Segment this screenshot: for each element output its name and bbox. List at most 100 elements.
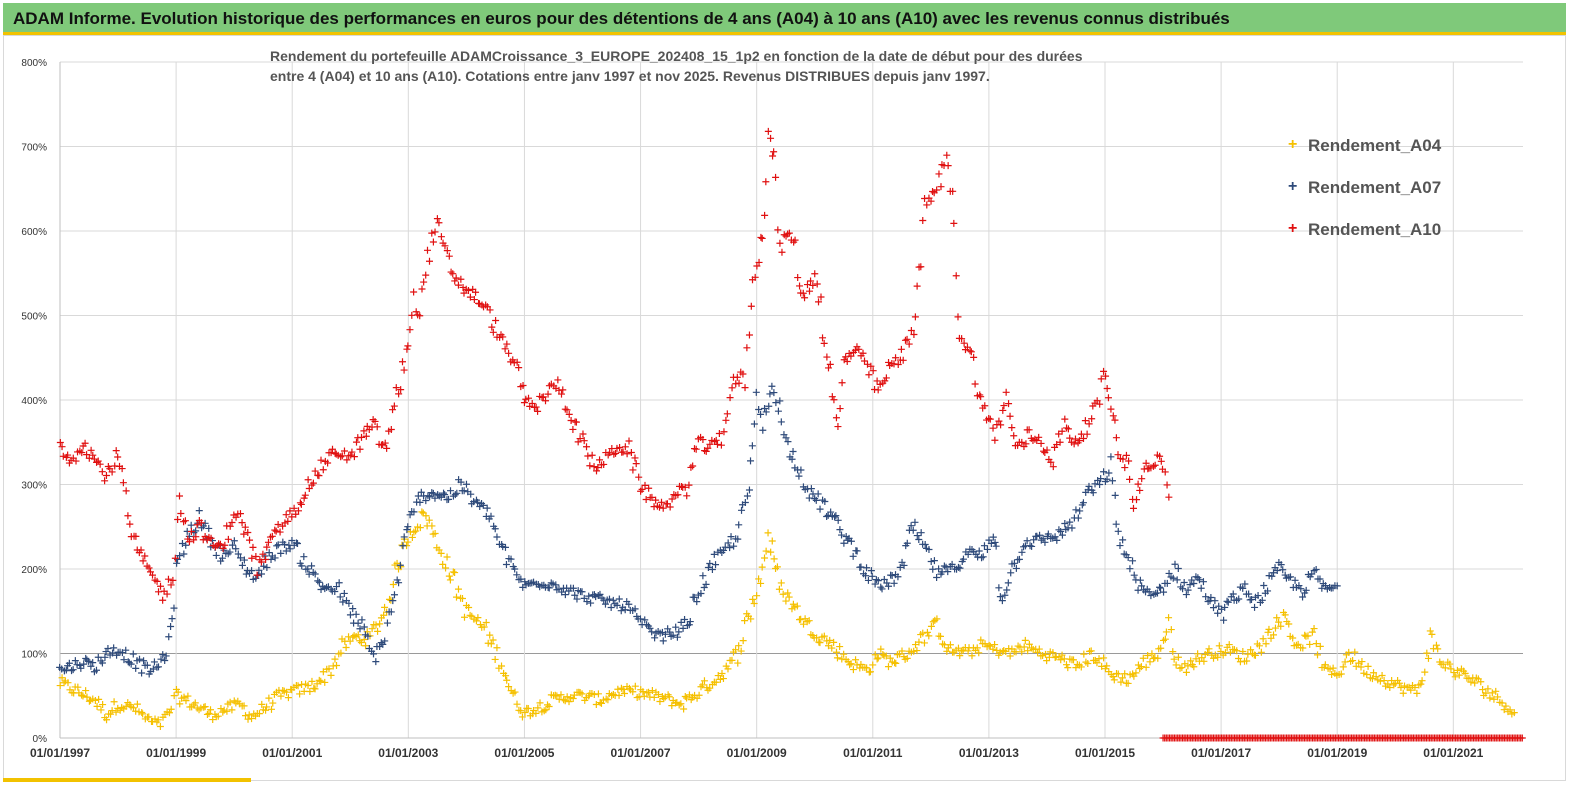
data-point-rendement-a10 xyxy=(315,472,323,480)
data-point-rendement-a04 xyxy=(863,664,871,672)
data-point-rendement-a04 xyxy=(793,602,801,610)
data-point-rendement-a07 xyxy=(377,639,385,647)
legend-label-a04: Rendement_A04 xyxy=(1308,136,1442,155)
data-point-rendement-a10 xyxy=(1133,496,1141,504)
data-point-rendement-a04 xyxy=(1424,654,1432,662)
bottom-accent-strip xyxy=(3,778,251,782)
data-point-rendement-a07 xyxy=(996,593,1004,601)
data-point-rendement-a10 xyxy=(226,522,234,530)
data-point-rendement-a04 xyxy=(1095,655,1103,663)
data-point-rendement-a07 xyxy=(288,537,296,545)
data-point-rendement-a07 xyxy=(940,562,948,570)
data-point-rendement-a04 xyxy=(1502,702,1510,710)
data-point-rendement-a07 xyxy=(1156,583,1164,591)
data-point-rendement-a10 xyxy=(297,500,305,508)
data-point-rendement-a04 xyxy=(1275,618,1283,626)
data-point-rendement-a07 xyxy=(789,447,797,455)
data-point-rendement-a04 xyxy=(91,696,99,704)
data-point-rendement-a07 xyxy=(885,582,893,590)
data-point-rendement-a04 xyxy=(1174,653,1182,661)
data-point-rendement-a07 xyxy=(573,595,581,603)
data-point-rendement-a10 xyxy=(687,463,695,471)
data-point-rendement-a10 xyxy=(999,406,1007,414)
data-point-rendement-a07 xyxy=(429,489,437,497)
data-point-rendement-a10 xyxy=(1006,412,1014,420)
data-point-rendement-a04 xyxy=(327,671,335,679)
data-point-rendement-a07 xyxy=(308,562,316,570)
data-point-rendement-a10 xyxy=(1129,504,1137,512)
data-point-rendement-a04 xyxy=(242,712,250,720)
data-point-rendement-a10 xyxy=(659,504,667,512)
data-point-rendement-a07 xyxy=(784,438,792,446)
data-point-rendement-a10 xyxy=(623,450,631,458)
data-point-rendement-a07 xyxy=(416,498,424,506)
data-point-rendement-a10 xyxy=(867,362,875,370)
data-point-rendement-a10 xyxy=(1125,457,1133,465)
data-point-rendement-a10 xyxy=(929,188,937,196)
legend-marker-a07: + xyxy=(1288,178,1298,195)
data-point-rendement-a07 xyxy=(304,565,312,573)
data-point-rendement-a04 xyxy=(1432,641,1440,649)
data-point-rendement-a07 xyxy=(1085,482,1093,490)
data-point-rendement-a04 xyxy=(1407,686,1415,694)
data-point-rendement-a10 xyxy=(1085,420,1093,428)
data-point-rendement-a10 xyxy=(259,550,267,558)
data-point-rendement-a07 xyxy=(180,550,188,558)
data-point-rendement-a07 xyxy=(1058,531,1066,539)
data-point-rendement-a07 xyxy=(992,542,1000,550)
data-point-rendement-a04 xyxy=(1418,677,1426,685)
data-point-rendement-a10 xyxy=(252,553,260,561)
data-point-rendement-a04 xyxy=(758,563,766,571)
data-point-rendement-a10 xyxy=(532,403,540,411)
y-tick-label: 600% xyxy=(21,227,47,238)
data-point-rendement-a10 xyxy=(207,534,215,542)
data-point-rendement-a07 xyxy=(1195,576,1203,584)
data-point-rendement-a07 xyxy=(1076,507,1084,515)
data-point-rendement-a10 xyxy=(805,287,813,295)
data-point-rendement-a07 xyxy=(1041,538,1049,546)
data-point-rendement-a10 xyxy=(838,379,846,387)
data-point-rendement-a04 xyxy=(480,623,488,631)
data-point-rendement-a04 xyxy=(408,533,416,541)
data-point-rendement-a07 xyxy=(65,659,73,667)
data-point-rendement-a07 xyxy=(1281,571,1289,579)
data-point-rendement-a04 xyxy=(1316,642,1324,650)
data-point-rendement-a10 xyxy=(362,432,370,440)
data-point-rendement-a04 xyxy=(1358,658,1366,666)
data-point-rendement-a10 xyxy=(1097,375,1105,383)
data-point-rendement-a10 xyxy=(689,462,697,470)
data-point-rendement-a10 xyxy=(139,557,147,565)
data-point-rendement-a07 xyxy=(232,545,240,553)
legend-marker-a04: + xyxy=(1288,136,1298,153)
data-point-rendement-a07 xyxy=(1186,581,1194,589)
data-point-rendement-a07 xyxy=(1066,518,1074,526)
data-point-rendement-a07 xyxy=(1273,567,1281,575)
data-point-rendement-a10 xyxy=(171,554,179,562)
data-point-rendement-a07 xyxy=(795,472,803,480)
data-point-rendement-a10 xyxy=(1008,424,1016,432)
data-point-rendement-a07 xyxy=(493,533,501,541)
data-point-rendement-a07 xyxy=(195,507,203,515)
data-point-rendement-a07 xyxy=(913,532,921,540)
data-point-rendement-a04 xyxy=(563,693,571,701)
data-point-rendement-a07 xyxy=(989,533,997,541)
data-point-rendement-a07 xyxy=(1055,526,1063,534)
data-point-rendement-a04 xyxy=(416,524,424,532)
data-point-rendement-a04 xyxy=(1259,635,1267,643)
data-point-rendement-a07 xyxy=(1214,609,1222,617)
data-point-rendement-a10 xyxy=(98,468,106,476)
data-point-rendement-a07 xyxy=(424,492,432,500)
data-point-rendement-a10 xyxy=(340,447,348,455)
data-point-rendement-a04 xyxy=(1447,665,1455,673)
data-point-rendement-a04 xyxy=(645,688,653,696)
data-point-rendement-a04 xyxy=(443,553,451,561)
data-point-rendement-a04 xyxy=(784,589,792,597)
data-point-rendement-a07 xyxy=(726,544,734,552)
data-point-rendement-a07 xyxy=(840,539,848,547)
data-point-rendement-a04 xyxy=(265,694,273,702)
data-point-rendement-a10 xyxy=(395,390,403,398)
data-point-rendement-a04 xyxy=(995,651,1003,659)
data-point-rendement-a10 xyxy=(451,277,459,285)
data-point-rendement-a04 xyxy=(882,652,890,660)
data-point-rendement-a10 xyxy=(163,590,171,598)
